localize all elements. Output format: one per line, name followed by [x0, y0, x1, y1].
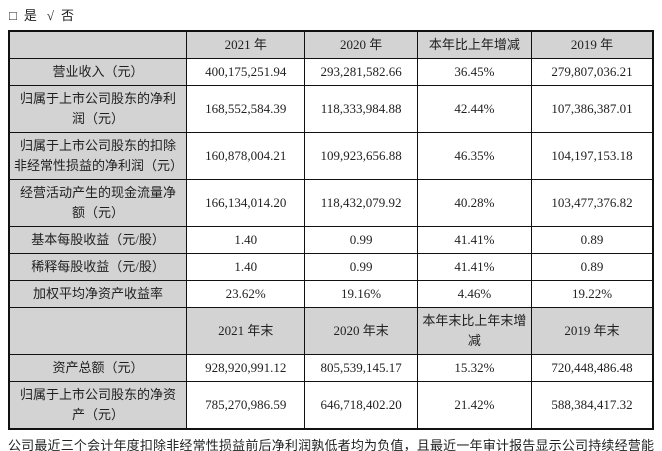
cell-value: 805,539,145.17 — [304, 354, 418, 382]
row-label: 营业收入（元） — [8, 58, 188, 86]
cell-value: 4.46% — [416, 280, 533, 308]
cell-value: 168,552,584.39 — [186, 85, 306, 133]
table-row: 稀释每股收益（元/股） 1.40 0.99 41.41% 0.89 — [8, 253, 654, 281]
row-label: 基本每股收益（元/股） — [8, 226, 188, 254]
cell-value: 720,448,486.48 — [531, 354, 654, 382]
column-header: 2020 年末 — [304, 307, 418, 355]
row-label: 归属于上市公司股东的净利润（元） — [8, 85, 188, 133]
cell-value: 160,878,004.21 — [186, 132, 306, 180]
column-header: 2021 年末 — [186, 307, 306, 355]
cell-value: 40.28% — [416, 179, 533, 227]
cell-value: 118,432,079.92 — [304, 179, 418, 227]
table-row: 归属于上市公司股东的净利润（元） 168,552,584.39 118,333,98… — [8, 85, 654, 133]
checkmark-icon: √ — [46, 8, 56, 23]
cell-value: 19.22% — [531, 280, 654, 308]
cell-value: 166,134,014.20 — [186, 179, 306, 227]
row-label: 加权平均净资产收益率 — [8, 280, 188, 308]
table-body: 2021 年 2020 年本年比上年增减 2019 年营业收入（元） 400,175,… — [8, 30, 654, 430]
cell-value: 36.45% — [416, 58, 533, 86]
cell-value: 1.40 — [186, 253, 306, 281]
cell-value: 21.42% — [416, 381, 533, 430]
cell-value: 41.41% — [416, 226, 533, 254]
cell-value: 103,477,376.82 — [531, 179, 654, 227]
cell-value: 0.99 — [304, 253, 418, 281]
key-financials-table: 2021 年 2020 年本年比上年增减 2019 年营业收入（元） 400,175,… — [8, 30, 654, 430]
cell-value: 293,281,582.66 — [304, 58, 418, 86]
cell-value: 646,718,402.20 — [304, 381, 418, 430]
cell-value: 400,175,251.94 — [186, 58, 306, 86]
cell-value: 928,920,991.12 — [186, 354, 306, 382]
no-label: 否 — [61, 8, 76, 23]
table-row: 资产总额（元） 928,920,991.12 805,539,145.17 15.32… — [8, 354, 654, 382]
table-header-row: 2021 年末 2020 年末 本年末比上年末增减 2019 年末 — [8, 307, 654, 355]
cell-value: 1.40 — [186, 226, 306, 254]
cell-value: 41.41% — [416, 253, 533, 281]
cell-value: 118,333,984.88 — [304, 85, 418, 133]
cell-value: 785,270,986.59 — [186, 381, 306, 430]
row-label: 稀释每股收益（元/股） — [8, 253, 188, 281]
cell-value: 0.89 — [531, 226, 654, 254]
cell-value: 46.35% — [416, 132, 533, 180]
cell-value: 109,923,656.88 — [304, 132, 418, 180]
row-label: 经营活动产生的现金流量净额（元） — [8, 179, 188, 227]
row-label: 归属于上市公司股东的扣除非经常性损益的净利润（元） — [8, 132, 188, 180]
column-header: 2020 年 — [304, 30, 418, 59]
column-header: 2021 年 — [186, 30, 306, 59]
column-header: 2019 年末 — [531, 307, 654, 355]
column-header: 本年比上年增减 — [416, 30, 533, 59]
cell-value: 0.99 — [304, 226, 418, 254]
table-row: 基本每股收益（元/股） 1.40 0.99 41.41% 0.89 — [8, 226, 654, 254]
checkbox-unchecked-icon: □ — [9, 8, 18, 23]
cell-value: 104,197,153.18 — [531, 132, 654, 180]
table-row: 经营活动产生的现金流量净额（元） 166,134,014.20 118,432,07… — [8, 179, 654, 227]
header-corner-cell — [8, 30, 188, 59]
row-label: 资产总额（元） — [8, 354, 188, 382]
table-row: 营业收入（元） 400,175,251.94 293,281,582.66 36.45… — [8, 58, 654, 86]
table-row: 加权平均净资产收益率 23.62% 19.16% 4.46% 19.22% — [8, 280, 654, 308]
footnote-text: 公司最近三个会计年度扣除非经常性损益前后净利润孰低者均为负值，且最近一年审计报告… — [8, 438, 654, 451]
cell-value: 23.62% — [186, 280, 306, 308]
table-header-row: 2021 年 2020 年本年比上年增减 2019 年 — [8, 30, 654, 59]
column-header: 本年末比上年末增减 — [416, 307, 533, 355]
yes-label: 是 — [23, 8, 38, 23]
table-row: 归属于上市公司股东的扣除非经常性损益的净利润（元） 160,878,004.21 1… — [8, 132, 654, 180]
yes-no-line: □ 是 √ 否 — [9, 8, 654, 23]
column-header: 2019 年 — [531, 30, 654, 59]
cell-value: 42.44% — [416, 85, 533, 133]
row-label: 归属于上市公司股东的净资产（元） — [8, 381, 188, 430]
table-row: 归属于上市公司股东的净资产（元） 785,270,986.59 646,718,40… — [8, 381, 654, 430]
cell-value: 107,386,387.01 — [531, 85, 654, 133]
cell-value: 588,384,417.32 — [531, 381, 654, 430]
header-corner-cell — [8, 307, 188, 355]
cell-value: 279,807,036.21 — [531, 58, 654, 86]
cell-value: 0.89 — [531, 253, 654, 281]
cell-value: 15.32% — [416, 354, 533, 382]
cell-value: 19.16% — [304, 280, 418, 308]
